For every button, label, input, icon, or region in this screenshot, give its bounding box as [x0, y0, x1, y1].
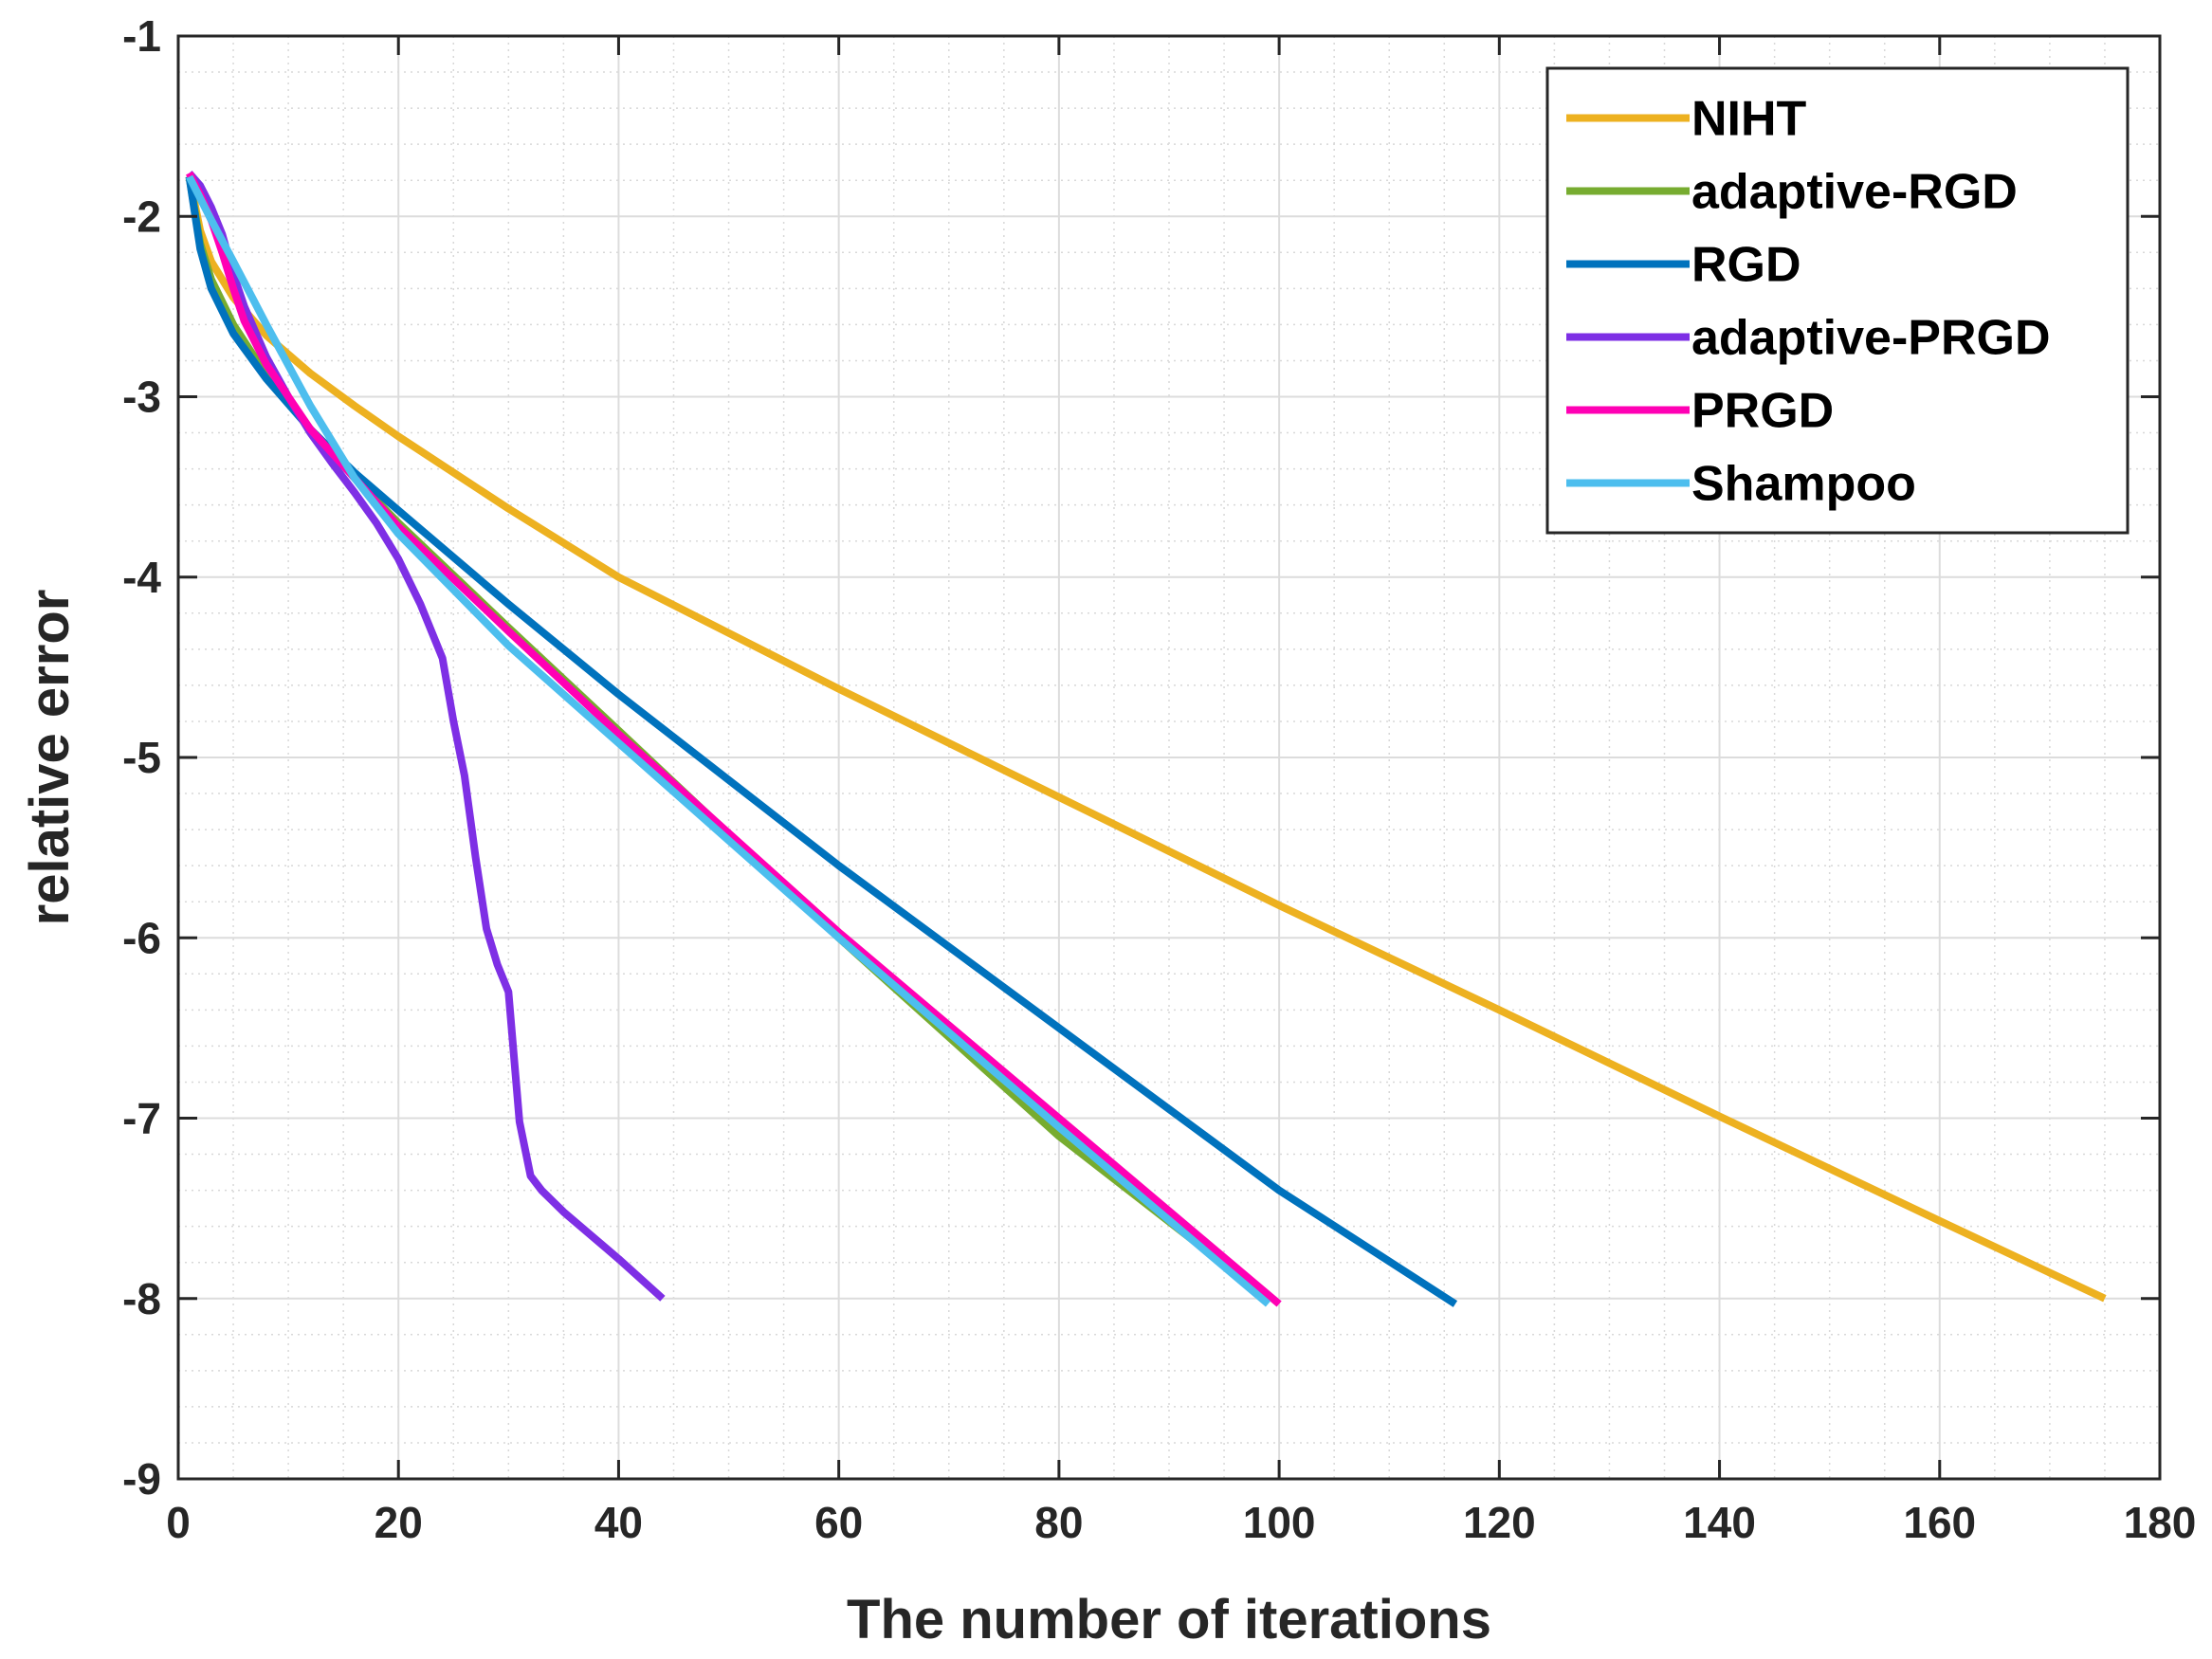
legend-box	[1545, 66, 2130, 535]
series-lines	[185, 170, 2107, 1307]
x-tick-label: 180	[2124, 1498, 2197, 1547]
legend: NIHT adaptive-RGD RGD adaptive-PRGD PRGD Sham…	[1545, 66, 2130, 535]
legend-label-niht: NIHT	[1691, 92, 1807, 147]
series-line-shampoo	[186, 174, 1271, 1307]
y-tick-label: -9	[122, 1454, 161, 1504]
y-tick-label: -8	[122, 1274, 161, 1323]
x-tick-label: 120	[1463, 1498, 1536, 1547]
x-axis-label: The number of iterations	[847, 1589, 1491, 1650]
series-line-adaptive-prgd	[186, 170, 666, 1302]
x-tick-label: 100	[1243, 1498, 1316, 1547]
x-tick-label: 140	[1683, 1498, 1756, 1547]
y-tick-label: -6	[122, 913, 161, 962]
x-tick-label: 0	[166, 1498, 191, 1547]
legend-label-adaptive-rgd: adaptive-RGD	[1691, 165, 2018, 220]
y-tick-label: -5	[122, 733, 161, 782]
y-tick-label: -3	[122, 373, 161, 422]
y-tick-label: -1	[122, 11, 161, 61]
x-tick-label: 20	[375, 1498, 423, 1547]
legend-label-adaptive-prgd: adaptive-PRGD	[1691, 311, 2051, 366]
legend-label-prgd: PRGD	[1691, 384, 1834, 439]
legend-label-rgd: RGD	[1691, 238, 1801, 293]
y-tick-label: -4	[122, 553, 161, 602]
legend-label-shampoo: Shampoo	[1691, 457, 1916, 512]
series-line-rgd	[185, 175, 1458, 1307]
y-axis-label: relative error	[19, 590, 81, 926]
x-tick-label: 80	[1034, 1498, 1083, 1547]
axis-ticks	[176, 34, 2162, 1481]
x-tick-label: 60	[814, 1498, 863, 1547]
x-tick-label: 40	[594, 1498, 643, 1547]
y-tick-label: -2	[122, 191, 161, 241]
series-line-niht	[185, 175, 2107, 1303]
x-tick-label: 160	[1903, 1498, 1976, 1547]
y-tick-labels: -9 -8 -7 -6 -5 -4 -3 -2 -1	[122, 11, 161, 1504]
x-tick-labels: 0 20 40 60 80 100 120 140 160 180	[166, 1498, 2196, 1547]
y-tick-label: -7	[122, 1094, 161, 1143]
